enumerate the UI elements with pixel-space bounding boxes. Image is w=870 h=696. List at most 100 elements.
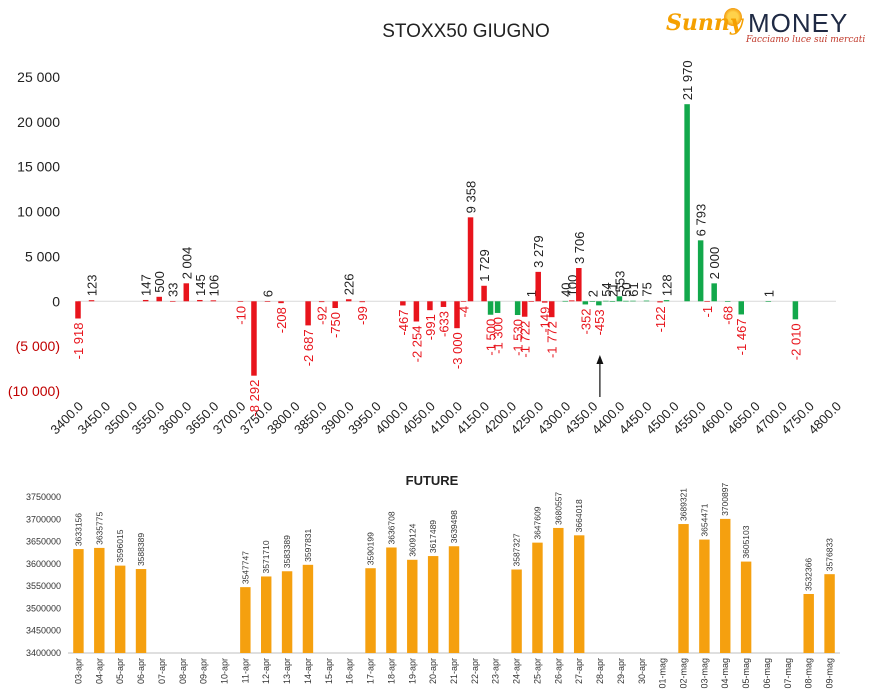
data-bar xyxy=(427,301,433,311)
data-label: 145 xyxy=(193,274,208,296)
data-label: -2 687 xyxy=(301,329,316,366)
data-label: 128 xyxy=(660,274,675,296)
data-label: 3635775 xyxy=(94,512,104,545)
future-bar xyxy=(448,546,460,653)
y-tick-label: 25 000 xyxy=(17,69,60,85)
data-label: 553 xyxy=(612,271,627,293)
data-bar xyxy=(454,301,460,329)
data-label: 33 xyxy=(166,283,181,297)
data-label: -4 xyxy=(456,306,471,318)
future-bar xyxy=(427,556,439,653)
annotation-arrow-head xyxy=(596,355,604,364)
x-tick-label: 09-mag xyxy=(825,658,835,689)
data-bar xyxy=(569,300,575,302)
future-bar xyxy=(407,559,418,653)
data-label: 3 706 xyxy=(572,231,587,264)
x-tick-label: 02-mag xyxy=(679,658,689,689)
data-bar xyxy=(738,301,744,315)
data-label: -3 000 xyxy=(450,332,465,369)
data-label: -99 xyxy=(355,306,370,325)
x-tick-label: 29-apr xyxy=(616,658,626,684)
data-label: -453 xyxy=(592,309,607,335)
data-label: 40 xyxy=(558,282,573,296)
data-bar xyxy=(197,299,203,302)
y-tick-label: (10 000) xyxy=(8,383,60,399)
data-label: 3633156 xyxy=(73,513,83,546)
data-bar xyxy=(481,285,487,302)
data-label: 54 xyxy=(599,282,614,296)
data-bar xyxy=(582,301,589,305)
x-tick-label: 06-apr xyxy=(136,658,146,684)
data-label: 123 xyxy=(85,274,100,296)
x-tick-label: 04-apr xyxy=(94,658,104,684)
y-tick-label: 0 xyxy=(52,293,60,309)
x-tick-label: 24-apr xyxy=(512,658,522,684)
x-tick-label: 04-mag xyxy=(720,658,730,689)
future-bar xyxy=(73,549,84,653)
data-bar xyxy=(514,301,521,316)
data-label: -2 254 xyxy=(409,326,424,363)
data-label: 1 xyxy=(524,290,539,297)
x-tick-label: 28-apr xyxy=(595,658,605,684)
x-tick-label: 25-apr xyxy=(532,658,542,684)
x-tick-label: 06-mag xyxy=(762,658,772,689)
data-bar xyxy=(487,301,494,315)
data-label: 6 xyxy=(261,290,276,297)
future-bar xyxy=(135,569,147,653)
x-tick-label: 27-apr xyxy=(574,658,584,684)
data-label: 3617489 xyxy=(428,520,438,553)
data-bar xyxy=(684,104,690,302)
data-bar xyxy=(332,301,338,309)
y-tick-label: 3650000 xyxy=(26,537,61,547)
data-label: 21 970 xyxy=(680,60,695,100)
data-label: 3700897 xyxy=(720,483,730,516)
data-label: 9 358 xyxy=(464,181,479,214)
data-label: 500 xyxy=(152,271,167,293)
logo-tagline: Facciamo luce sui mercati xyxy=(746,35,866,45)
x-tick-label: 09-apr xyxy=(199,658,209,684)
future-bar xyxy=(824,574,835,653)
data-bar xyxy=(657,301,663,303)
x-tick-label: 19-apr xyxy=(407,658,417,684)
data-bar xyxy=(359,301,365,303)
data-bar xyxy=(460,301,467,302)
data-bar xyxy=(562,300,569,302)
data-bar xyxy=(75,301,81,319)
data-bar xyxy=(589,301,596,302)
y-tick-label: 3550000 xyxy=(26,581,61,591)
data-bar xyxy=(521,301,528,317)
x-tick-label: 11-apr xyxy=(240,658,250,683)
data-label: 3647609 xyxy=(532,506,542,539)
data-label: -1 500 xyxy=(484,319,499,356)
data-bar xyxy=(305,301,311,326)
data-label: -1 467 xyxy=(734,318,749,355)
data-label: 75 xyxy=(640,282,655,296)
data-label: 226 xyxy=(342,274,357,296)
data-label: 3605103 xyxy=(741,525,751,558)
y-tick-label: 3400000 xyxy=(26,648,61,658)
data-label: 61 xyxy=(626,282,641,296)
y-tick-label: 3450000 xyxy=(26,626,61,636)
data-bar xyxy=(603,300,609,302)
data-label: -8 292 xyxy=(247,380,262,417)
data-label: -122 xyxy=(653,306,668,332)
data-label: 3639498 xyxy=(449,510,459,543)
data-bar xyxy=(535,271,541,302)
data-bar xyxy=(616,296,623,302)
data-bar xyxy=(88,300,95,302)
y-tick-label: 10 000 xyxy=(17,204,60,220)
data-label: 3590199 xyxy=(366,532,376,565)
x-tick-label: 20-apr xyxy=(428,658,438,684)
data-label: 3680557 xyxy=(553,492,563,525)
data-label: 3583389 xyxy=(282,535,292,568)
data-bar xyxy=(183,283,190,302)
data-label: 147 xyxy=(139,274,154,296)
data-bar xyxy=(623,300,629,302)
y-tick-label: 20 000 xyxy=(17,114,60,130)
data-label: 3587327 xyxy=(512,533,522,566)
y-tick-label: 3750000 xyxy=(26,492,61,502)
data-bar xyxy=(210,300,217,302)
x-tick-label: 15-apr xyxy=(324,658,334,684)
data-label: 3 279 xyxy=(531,235,546,268)
x-tick-label: 07-mag xyxy=(783,658,793,689)
